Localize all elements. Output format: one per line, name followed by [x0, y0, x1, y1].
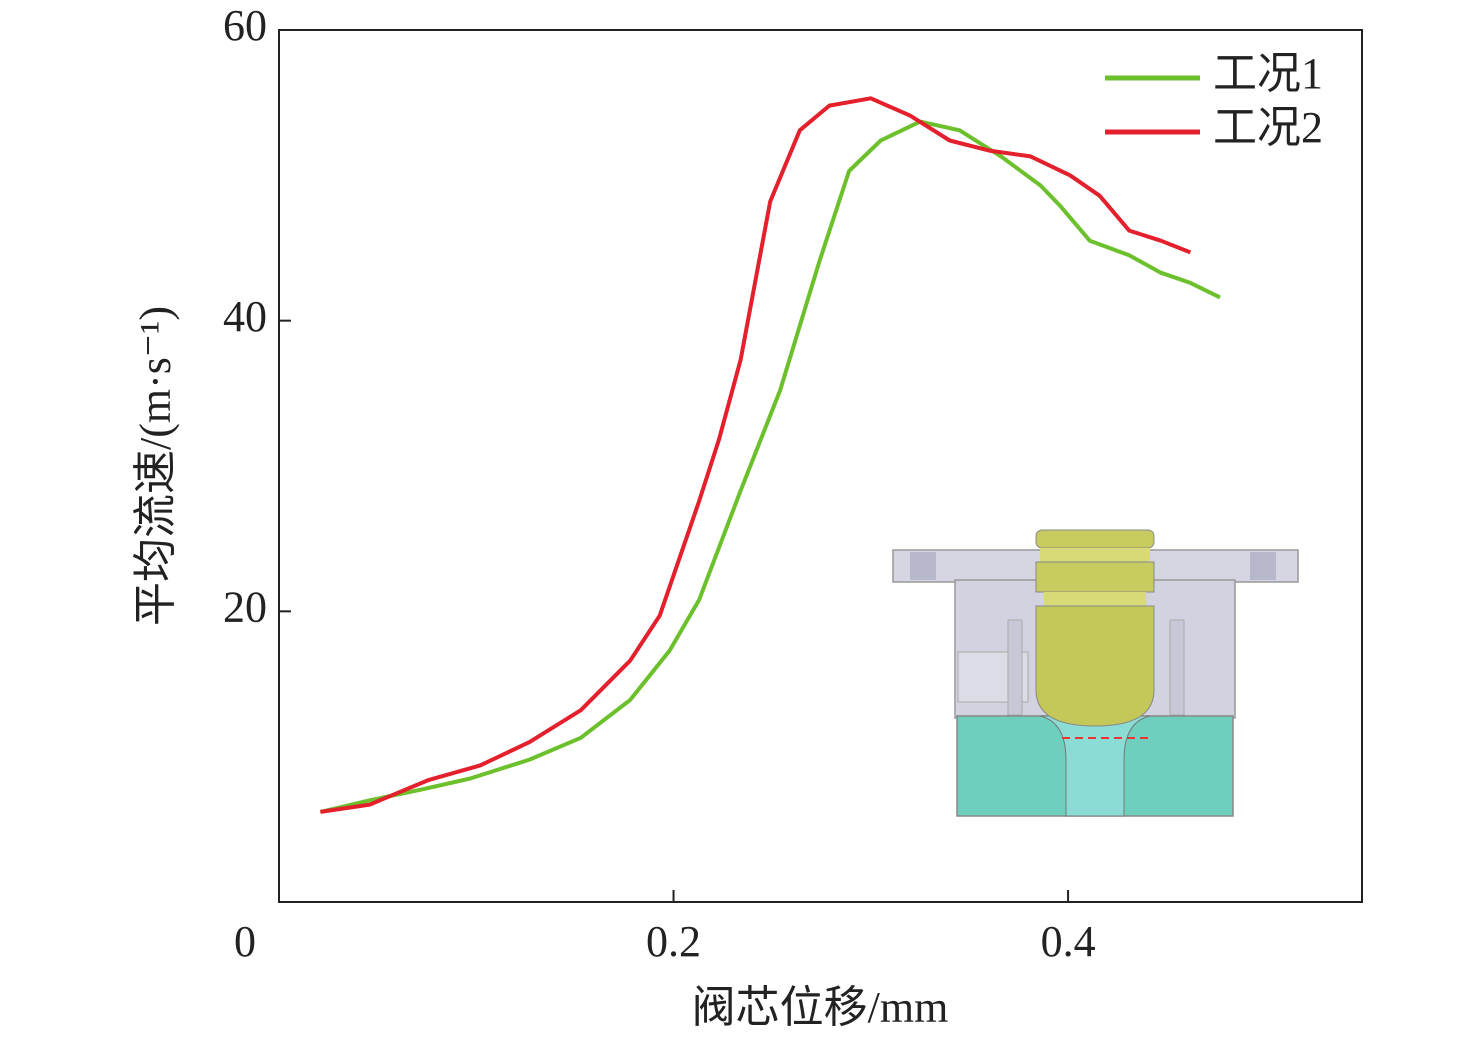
series-line — [320, 96, 1192, 814]
plot-frame — [278, 29, 1363, 903]
y-tick-label: 40 — [223, 292, 267, 341]
x-axis-label: 阀芯位移/mm — [692, 983, 949, 1032]
x-tick-label: 0 — [234, 917, 256, 966]
x-tick-label: 0.2 — [646, 917, 701, 966]
series-line — [319, 119, 1221, 814]
y-tick-label: 60 — [223, 1, 267, 50]
x-tick-label: 0.4 — [1041, 917, 1096, 966]
inset-diagram — [892, 529, 1299, 817]
y-tick-label: 20 — [223, 582, 267, 631]
legend-label: 工况2 — [1213, 103, 1323, 152]
legend-label: 工况1 — [1213, 49, 1323, 98]
y-axis-label: 平均流速/(m·s⁻¹) — [131, 306, 180, 626]
